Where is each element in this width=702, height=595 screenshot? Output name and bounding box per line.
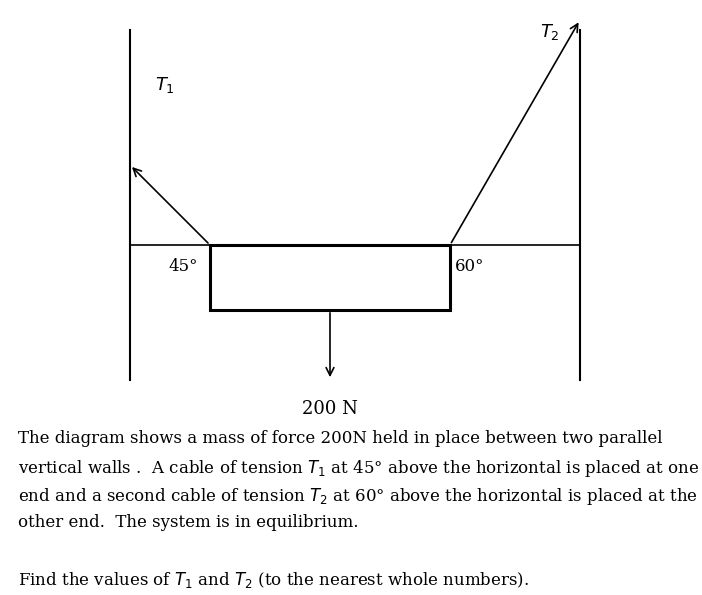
Bar	[210, 245, 450, 310]
Text: $T_2$: $T_2$	[540, 22, 559, 42]
Text: 45°: 45°	[168, 258, 198, 275]
Text: 200 N: 200 N	[302, 400, 358, 418]
Text: other end.  The system is in equilibrium.: other end. The system is in equilibrium.	[18, 514, 359, 531]
Text: Find the values of $T_1$ and $T_2$ (to the nearest whole numbers).: Find the values of $T_1$ and $T_2$ (to t…	[18, 570, 529, 590]
Text: The diagram shows a mass of force 200N held in place between two parallel: The diagram shows a mass of force 200N h…	[18, 430, 663, 447]
Text: vertical walls .  A cable of tension $T_1$ at 45° above the horizontal is placed: vertical walls . A cable of tension $T_1…	[18, 458, 699, 479]
Text: 60°: 60°	[455, 258, 484, 275]
Text: end and a second cable of tension $T_2$ at 60° above the horizontal is placed at: end and a second cable of tension $T_2$ …	[18, 486, 698, 507]
Text: $T_1$: $T_1$	[155, 75, 175, 95]
